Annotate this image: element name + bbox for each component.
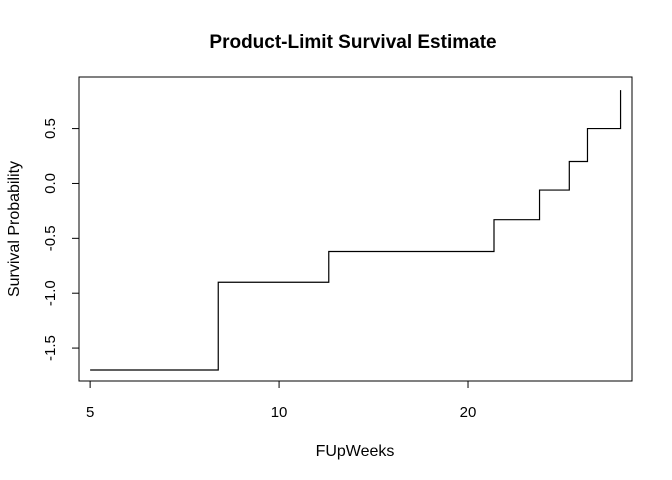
x-tick-label: 5 [86,404,94,421]
y-axis-label: Survival Probability [6,161,23,297]
y-tick-label: -1.0 [42,280,59,306]
y-tick-label: 0.5 [42,118,59,139]
x-tick-label: 20 [460,404,477,421]
x-axis: 5 10 20 [86,381,476,421]
x-axis-label: FUpWeeks [316,443,395,460]
survival-step-line [90,90,622,371]
plot-frame [78,76,633,382]
y-tick-label: -1.5 [42,335,59,361]
y-axis: -1.5 -1.0 -0.5 0.0 0.5 [42,118,79,361]
chart-title: Product-Limit Survival Estimate [209,32,496,53]
y-tick-label: -0.5 [42,225,59,251]
y-tick-label: 0.0 [42,173,59,194]
x-tick-label: 10 [271,404,288,421]
